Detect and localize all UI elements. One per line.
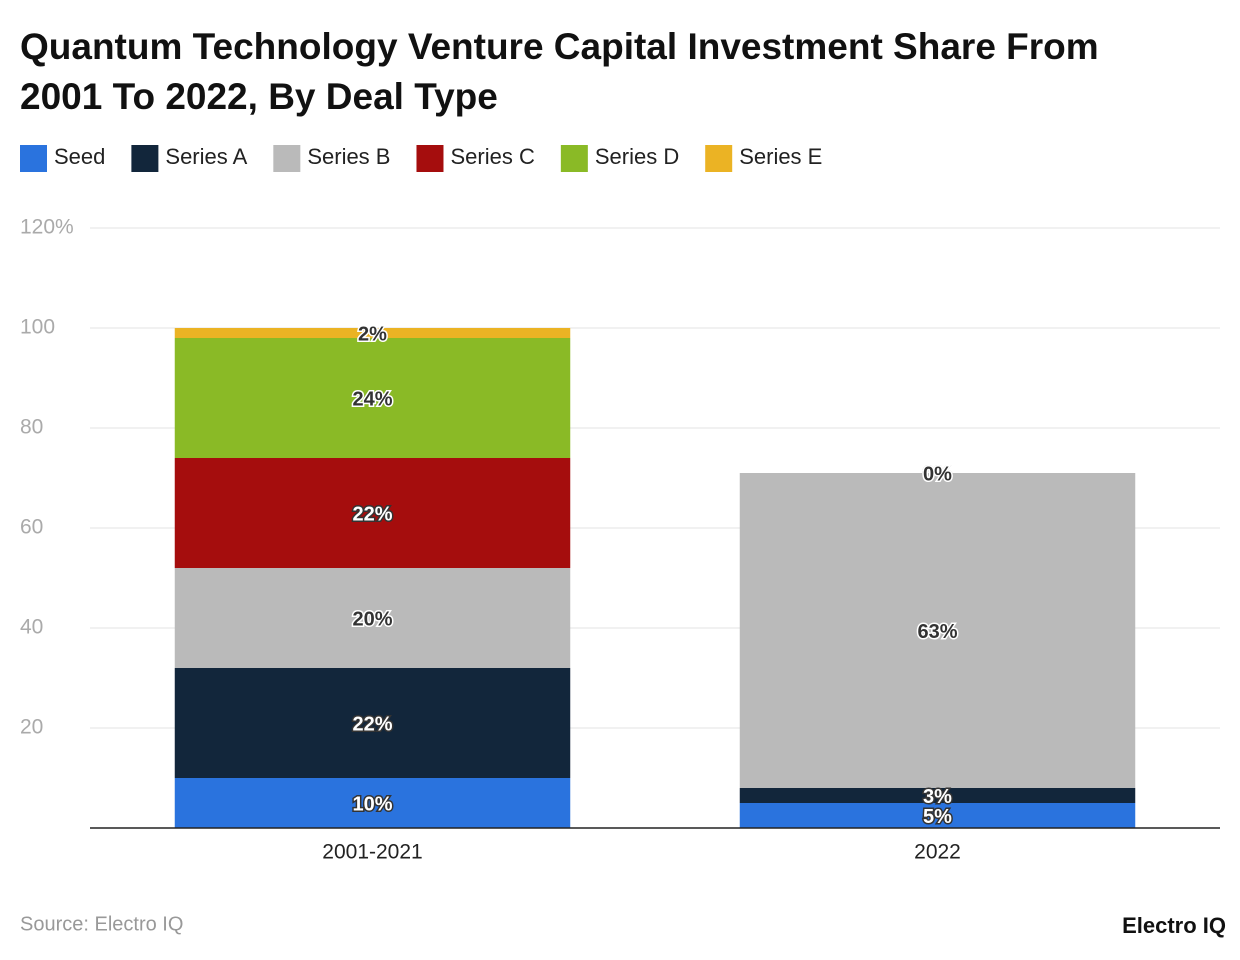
y-tick-label: 20 (20, 716, 43, 739)
legend-label: Series A (165, 144, 247, 169)
legend-label: Series E (739, 144, 822, 169)
bar-segment (174, 458, 571, 568)
bar-segment (174, 338, 571, 458)
bar-segment (739, 803, 1136, 828)
brand: Electro IQ (1122, 913, 1226, 938)
value-label: 5% (923, 806, 952, 828)
y-tick-label: 80 (20, 416, 43, 439)
legend-swatch (20, 145, 47, 172)
value-label: 2% (358, 323, 387, 345)
legend-label: Seed (54, 144, 105, 169)
value-label: 10% (352, 793, 392, 815)
legend-swatch (560, 145, 588, 172)
legend-swatch (273, 145, 301, 172)
y-tick-label: 120% (20, 216, 74, 239)
legend-swatch (416, 145, 444, 172)
value-label: 22% (352, 503, 392, 525)
value-label: 22% (352, 713, 392, 735)
y-tick-label: 100 (20, 316, 55, 339)
y-tick-label: 60 (20, 516, 43, 539)
bar-segment (739, 473, 1136, 788)
value-label: 24% (352, 388, 392, 410)
source: Source: Electro IQ (20, 913, 183, 935)
bar-segment (174, 778, 571, 828)
value-label: 0% (923, 463, 952, 485)
bar-segment (174, 568, 571, 668)
legend-label: Series D (595, 144, 679, 169)
legend-label: Series C (450, 144, 534, 169)
y-tick-label: 40 (20, 616, 43, 639)
bar-segment (739, 788, 1136, 803)
value-label: 20% (352, 608, 392, 630)
x-tick-label: 2022 (914, 841, 961, 864)
value-label: 0% (923, 463, 952, 485)
value-label: 3% (923, 786, 952, 808)
legend-swatch (705, 145, 733, 172)
x-tick-label: 2001-2021 (322, 841, 422, 864)
value-label: 63% (917, 621, 957, 643)
legend-swatch (131, 145, 159, 172)
chart-title: Quantum Technology Venture Capital Inves… (20, 26, 1099, 117)
legend-label: Series B (307, 144, 390, 169)
bar-segment (174, 668, 571, 778)
bar-segment (174, 328, 571, 338)
value-label: 0% (923, 463, 952, 485)
